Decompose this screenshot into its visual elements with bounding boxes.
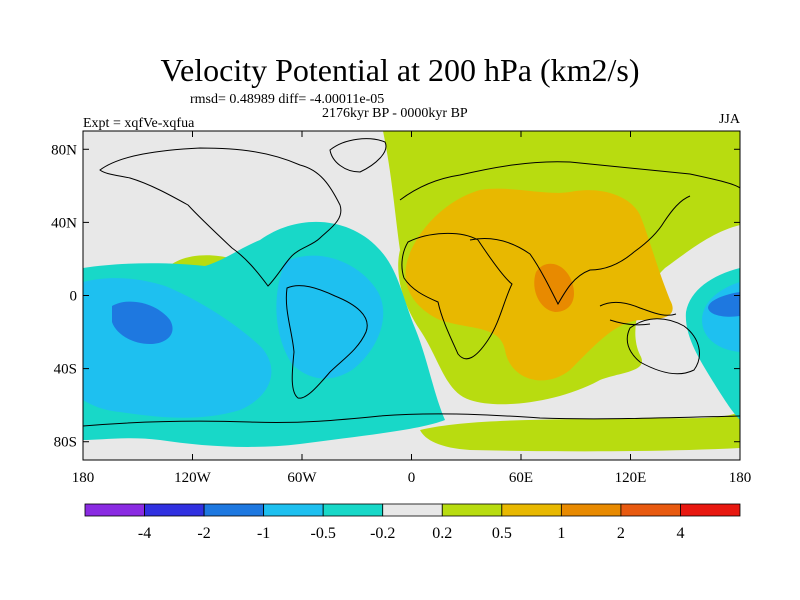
season-label: JJA bbox=[718, 112, 740, 127]
coast-eurasia bbox=[399, 161, 740, 306]
field-strong-negative-east bbox=[708, 292, 740, 317]
lon-tick-label: 0 bbox=[408, 470, 416, 486]
colorbar-label: -4 bbox=[138, 525, 151, 542]
coast-north-america bbox=[99, 147, 342, 287]
field-mid-negative-atlantic bbox=[276, 255, 384, 379]
colorbar-swatch bbox=[680, 503, 741, 517]
period-label: 2176kyr BP - 0000kyr BP bbox=[322, 106, 468, 121]
colorbar-swatch bbox=[144, 503, 205, 517]
coast-australia bbox=[626, 318, 700, 375]
colorbar-swatch bbox=[203, 503, 265, 517]
colorbar-label: 0.5 bbox=[492, 525, 512, 542]
coastlines bbox=[83, 138, 740, 427]
colorbar-swatch bbox=[560, 503, 622, 517]
colorbar-label: 1 bbox=[557, 525, 565, 542]
lon-tick-label: 60E bbox=[509, 470, 533, 486]
longitude-axis: 180 120W 60W 0 60E 120E 180 bbox=[72, 131, 752, 486]
experiment-label: Expt = xqfVe-xqfua bbox=[83, 116, 195, 131]
lat-tick-label: 80S bbox=[54, 435, 77, 451]
colorbar-label: -0.5 bbox=[311, 525, 336, 542]
lat-tick-label: 80N bbox=[51, 142, 77, 158]
colorbar-label: -1 bbox=[257, 525, 270, 542]
coast-south-america bbox=[285, 285, 368, 399]
colorbar-label: 4 bbox=[676, 525, 684, 542]
coast-maritime-continent bbox=[599, 301, 677, 326]
field-strong-india bbox=[534, 263, 575, 312]
coast-africa bbox=[401, 232, 513, 360]
colorbar-label: 2 bbox=[617, 525, 625, 542]
colorbar-swatch bbox=[382, 503, 443, 517]
colorbar: -4 -2 -1 -0.5 -0.2 0.2 0.5 1 2 4 bbox=[84, 503, 741, 542]
lon-tick-label: 180 bbox=[72, 470, 95, 486]
colorbar-swatch bbox=[263, 503, 324, 517]
colorbar-swatch bbox=[84, 503, 145, 517]
coast-antarctica bbox=[83, 413, 740, 427]
colorbar-swatch bbox=[501, 503, 562, 517]
field-strong-negative-pacific bbox=[112, 301, 173, 344]
lon-tick-label: 60W bbox=[287, 470, 317, 486]
colorbar-label: -2 bbox=[197, 525, 210, 542]
coast-greenland bbox=[329, 138, 387, 173]
contour-field bbox=[83, 131, 740, 460]
lat-tick-label: 0 bbox=[70, 289, 78, 305]
colorbar-swatch bbox=[441, 503, 503, 517]
colorbar-swatch bbox=[620, 503, 681, 517]
colorbar-label: -0.2 bbox=[370, 525, 395, 542]
latitude-axis: 80N 40N 0 40S 80S bbox=[51, 142, 740, 451]
stats-line: rmsd= 0.48989 diff= -4.00011e-05 bbox=[190, 92, 385, 107]
colorbar-swatch bbox=[322, 503, 384, 517]
field-positive-south bbox=[420, 412, 740, 452]
chart-title: Velocity Potential at 200 hPa (km2/s) bbox=[160, 52, 640, 88]
lat-tick-label: 40N bbox=[51, 215, 77, 231]
lon-tick-label: 120W bbox=[174, 470, 212, 486]
lat-tick-label: 40S bbox=[54, 362, 77, 378]
lon-tick-label: 120E bbox=[615, 470, 647, 486]
lon-tick-label: 180 bbox=[729, 470, 752, 486]
colorbar-label: 0.2 bbox=[432, 525, 452, 542]
